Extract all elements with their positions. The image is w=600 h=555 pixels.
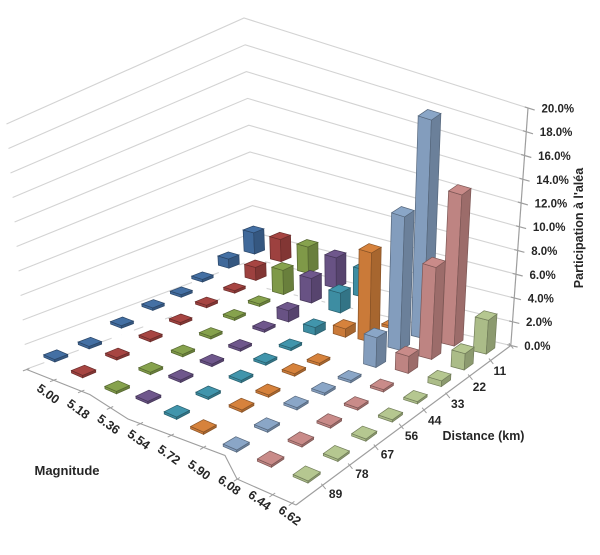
svg-text:56: 56: [405, 429, 419, 443]
svg-text:22: 22: [473, 380, 487, 394]
svg-text:78: 78: [355, 467, 369, 481]
svg-text:6.0%: 6.0%: [530, 270, 556, 282]
svg-text:89: 89: [329, 487, 343, 501]
svg-text:44: 44: [428, 414, 442, 428]
svg-text:14.0%: 14.0%: [536, 175, 569, 187]
svg-text:0.0%: 0.0%: [524, 341, 550, 353]
svg-text:4.0%: 4.0%: [528, 294, 554, 306]
svg-text:8.0%: 8.0%: [531, 246, 557, 258]
svg-text:18.0%: 18.0%: [540, 127, 573, 139]
svg-text:11: 11: [493, 364, 506, 378]
svg-text:16.0%: 16.0%: [538, 151, 571, 163]
svg-text:12.0%: 12.0%: [535, 199, 568, 211]
svg-text:33: 33: [451, 397, 465, 411]
svg-text:Participation à l'aléa: Participation à l'aléa: [572, 167, 586, 288]
svg-text:Distance (km): Distance (km): [443, 429, 525, 443]
svg-text:2.0%: 2.0%: [526, 317, 552, 329]
svg-text:10.0%: 10.0%: [533, 222, 566, 234]
svg-text:Magnitude: Magnitude: [35, 463, 100, 478]
svg-text:20.0%: 20.0%: [542, 104, 575, 116]
svg-text:67: 67: [381, 447, 395, 461]
